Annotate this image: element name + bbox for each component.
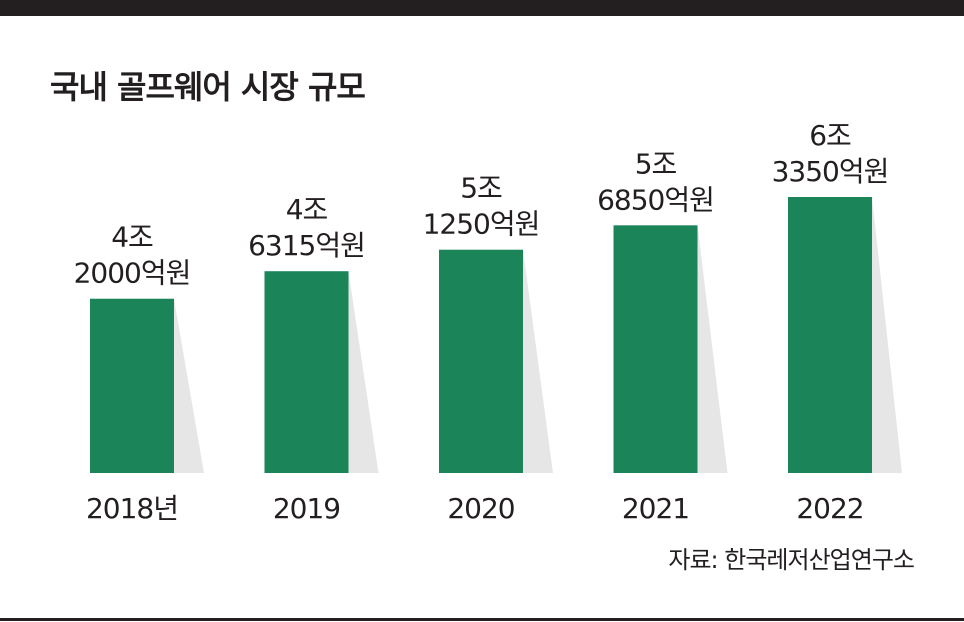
- data-label-line1: 4조: [286, 193, 328, 226]
- bar: [439, 249, 523, 473]
- bar-shadow: [523, 249, 553, 473]
- x-tick-label: 2021: [622, 492, 689, 525]
- source-note: 자료: 한국레저산업연구소: [668, 546, 915, 574]
- bar: [90, 298, 174, 473]
- chart-title: 국내 골프웨어 시장 규모: [50, 68, 366, 106]
- data-label-line2: 6315억원: [248, 229, 365, 262]
- bar-shadow: [174, 298, 204, 473]
- bar-shadows: [174, 197, 902, 473]
- bar: [788, 197, 872, 473]
- bar-shadow: [872, 197, 902, 473]
- data-label-line1: 5조: [460, 172, 502, 205]
- x-tick-labels: 2018년 2019 2020 2021 2022: [86, 492, 865, 525]
- bar-shadow: [348, 271, 379, 473]
- data-label-line1: 4조: [111, 221, 153, 254]
- bar: [613, 225, 698, 473]
- x-tick-label: 2022: [796, 492, 863, 525]
- data-label-line2: 6850억원: [597, 183, 714, 216]
- data-label-line1: 6조: [809, 119, 851, 152]
- data-label-line2: 3350억원: [772, 155, 889, 188]
- x-tick-label: 2018년: [86, 492, 178, 525]
- bars: [90, 197, 872, 473]
- data-label-line2: 1250억원: [423, 208, 540, 241]
- data-label-line1: 5조: [635, 147, 677, 180]
- x-tick-label: 2020: [447, 492, 514, 525]
- top-rule: [0, 0, 964, 16]
- data-label-line2: 2000억원: [74, 257, 191, 290]
- x-tick-label: 2019: [273, 492, 340, 525]
- bottom-rule: [0, 618, 964, 621]
- bar-shadow: [697, 225, 728, 473]
- bar: [264, 271, 349, 473]
